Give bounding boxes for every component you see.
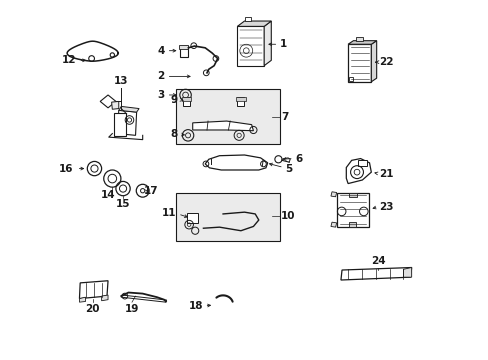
Polygon shape — [336, 193, 368, 227]
Polygon shape — [347, 44, 370, 82]
Text: 11: 11 — [162, 208, 176, 218]
Polygon shape — [100, 95, 116, 108]
Bar — [245, 17, 250, 21]
Polygon shape — [205, 155, 267, 170]
Bar — [183, 97, 190, 106]
Text: 22: 22 — [379, 57, 393, 67]
Text: 21: 21 — [379, 169, 393, 179]
Bar — [114, 113, 125, 136]
Polygon shape — [340, 267, 411, 280]
Text: 19: 19 — [124, 304, 139, 314]
Text: 10: 10 — [281, 211, 295, 221]
Bar — [348, 77, 352, 81]
Text: 18: 18 — [188, 301, 203, 311]
Bar — [357, 159, 366, 166]
Polygon shape — [237, 26, 264, 66]
Text: 12: 12 — [62, 55, 77, 65]
Text: 9: 9 — [171, 95, 178, 105]
Bar — [180, 46, 187, 57]
Text: 13: 13 — [114, 76, 128, 86]
Text: 15: 15 — [116, 199, 130, 208]
Polygon shape — [370, 41, 376, 82]
Bar — [186, 213, 198, 223]
Polygon shape — [347, 41, 376, 44]
Text: 3: 3 — [157, 90, 164, 100]
Polygon shape — [346, 158, 370, 184]
Text: 24: 24 — [370, 256, 385, 266]
Polygon shape — [264, 21, 271, 66]
Bar — [176, 89, 279, 144]
Bar — [176, 193, 279, 241]
Text: 17: 17 — [143, 186, 158, 197]
Text: 20: 20 — [85, 304, 100, 314]
Polygon shape — [192, 121, 253, 131]
Bar — [348, 193, 356, 197]
Polygon shape — [118, 111, 136, 135]
Bar — [356, 37, 362, 41]
Polygon shape — [330, 222, 336, 227]
Polygon shape — [403, 267, 411, 277]
Text: 16: 16 — [59, 163, 74, 174]
Polygon shape — [237, 21, 271, 26]
Polygon shape — [102, 295, 108, 301]
Polygon shape — [80, 297, 85, 302]
Polygon shape — [121, 295, 166, 302]
Text: 8: 8 — [170, 129, 178, 139]
Text: 1: 1 — [279, 39, 286, 49]
Text: 14: 14 — [101, 190, 115, 200]
Polygon shape — [80, 281, 108, 298]
Text: 7: 7 — [281, 112, 288, 122]
Bar — [348, 222, 356, 227]
Bar — [182, 98, 191, 101]
Text: 5: 5 — [285, 163, 291, 174]
Bar — [236, 98, 245, 101]
Text: 4: 4 — [157, 46, 164, 56]
Polygon shape — [119, 107, 139, 112]
Text: 23: 23 — [379, 202, 393, 212]
Text: 2: 2 — [157, 71, 164, 81]
Polygon shape — [330, 192, 336, 197]
Text: 6: 6 — [295, 154, 302, 163]
Bar — [179, 45, 188, 49]
Polygon shape — [111, 102, 119, 109]
Bar — [237, 97, 244, 106]
